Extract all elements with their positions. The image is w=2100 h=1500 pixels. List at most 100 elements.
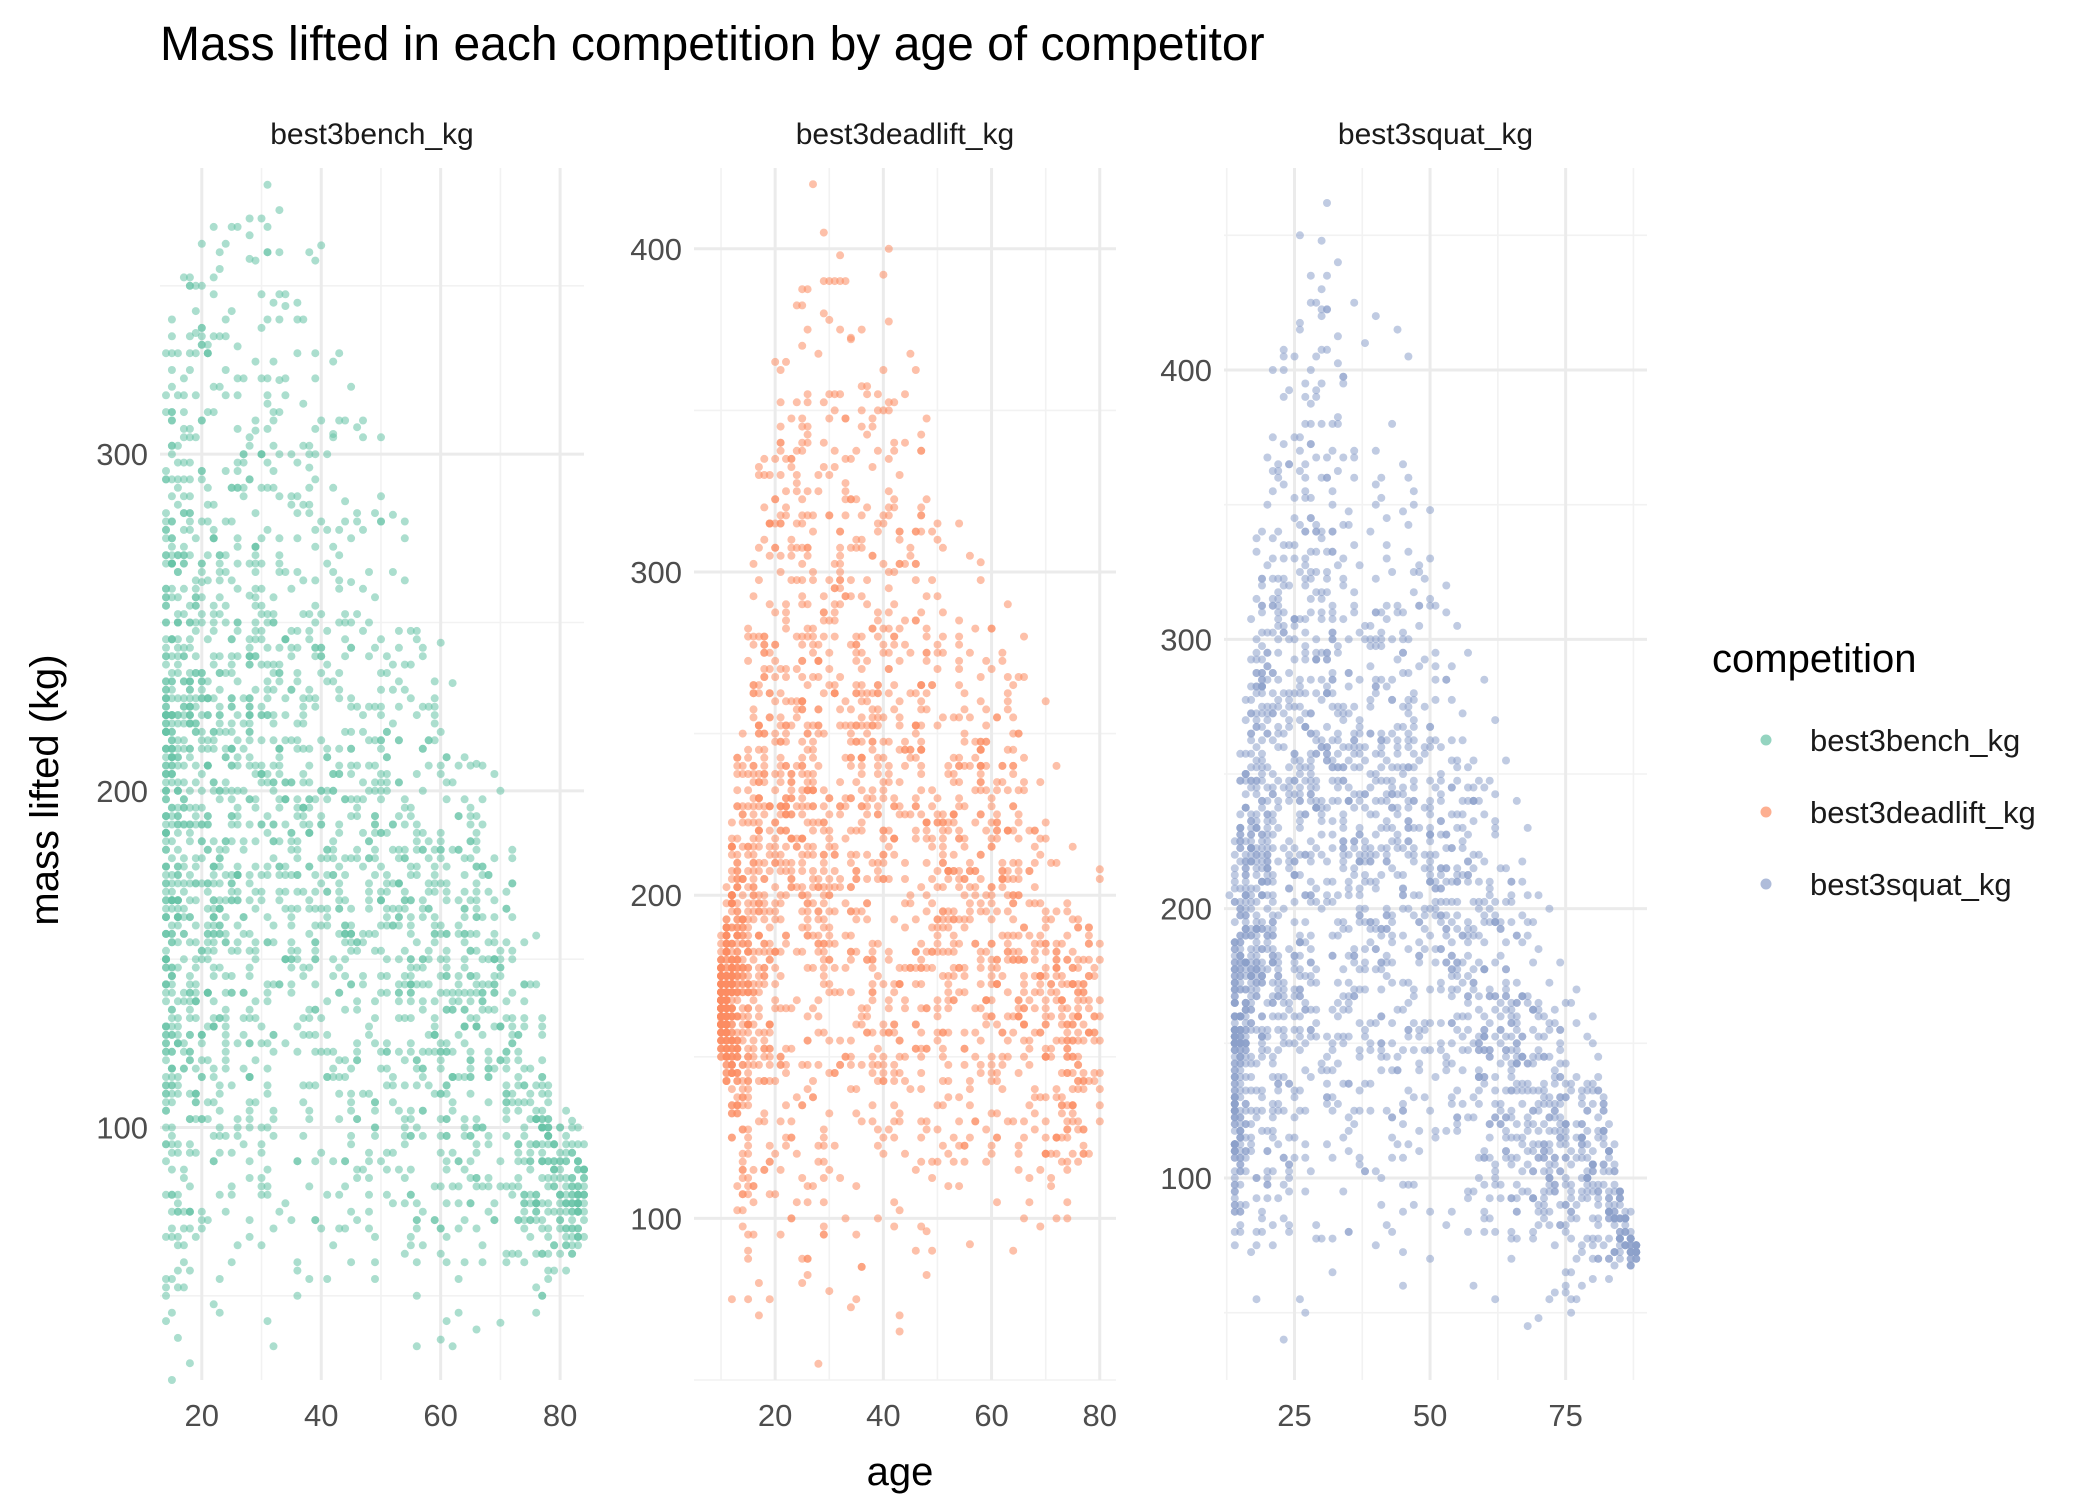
data-point bbox=[460, 1005, 469, 1014]
data-point bbox=[490, 980, 499, 989]
data-point bbox=[1041, 915, 1050, 924]
data-point bbox=[275, 559, 284, 568]
data-point bbox=[448, 1005, 457, 1014]
data-point bbox=[263, 315, 272, 324]
data-point bbox=[329, 430, 338, 438]
data-point bbox=[987, 972, 996, 980]
data-point bbox=[879, 834, 888, 843]
data-point bbox=[388, 660, 397, 669]
data-point bbox=[472, 1224, 481, 1233]
data-point bbox=[733, 761, 742, 770]
data-point bbox=[167, 963, 176, 972]
data-point bbox=[911, 721, 920, 730]
data-point bbox=[884, 454, 893, 463]
data-point bbox=[792, 665, 801, 673]
data-point bbox=[203, 711, 212, 720]
data-point bbox=[776, 471, 785, 479]
data-point bbox=[221, 1005, 230, 1014]
data-point bbox=[884, 1004, 893, 1013]
data-point bbox=[215, 879, 224, 888]
data-point bbox=[263, 1089, 272, 1098]
data-point bbox=[508, 946, 517, 955]
data-point bbox=[293, 803, 302, 812]
data-point bbox=[895, 656, 904, 665]
data-point bbox=[928, 842, 937, 851]
data-point bbox=[382, 727, 391, 736]
data-point bbox=[341, 610, 350, 619]
data-point bbox=[412, 770, 421, 778]
data-point bbox=[556, 1190, 565, 1199]
data-point bbox=[173, 475, 182, 484]
data-point bbox=[976, 1069, 985, 1077]
data-point bbox=[792, 842, 801, 851]
data-point bbox=[971, 753, 980, 762]
data-point bbox=[890, 446, 899, 455]
data-point bbox=[400, 980, 409, 989]
data-point bbox=[933, 519, 942, 528]
data-point bbox=[911, 915, 920, 924]
data-point bbox=[782, 624, 790, 633]
data-point bbox=[993, 907, 1001, 916]
data-point bbox=[727, 980, 736, 989]
data-point bbox=[167, 1275, 176, 1283]
data-point bbox=[568, 1174, 577, 1182]
data-point bbox=[787, 1214, 796, 1223]
data-point bbox=[760, 891, 769, 900]
data-point bbox=[895, 1206, 904, 1215]
data-point bbox=[556, 1249, 565, 1258]
data-point bbox=[508, 845, 517, 854]
data-point bbox=[738, 1157, 747, 1166]
data-point bbox=[917, 883, 926, 892]
data-point bbox=[965, 867, 974, 875]
data-point bbox=[733, 963, 742, 972]
data-point bbox=[917, 1004, 926, 1013]
data-point bbox=[323, 795, 332, 804]
data-point bbox=[185, 786, 194, 795]
data-point bbox=[472, 929, 481, 938]
data-point bbox=[269, 416, 278, 425]
data-point bbox=[167, 593, 176, 602]
data-point bbox=[803, 1085, 812, 1094]
data-point bbox=[245, 1098, 254, 1107]
data-point bbox=[233, 753, 242, 762]
data-point bbox=[442, 1005, 451, 1014]
data-point bbox=[311, 643, 320, 652]
data-point bbox=[371, 736, 379, 745]
data-point bbox=[162, 896, 170, 905]
data-point bbox=[323, 559, 332, 568]
data-point bbox=[209, 332, 218, 341]
data-point bbox=[846, 1036, 855, 1045]
data-point bbox=[873, 713, 882, 722]
y-tick-label: 200 bbox=[96, 774, 148, 809]
data-point bbox=[173, 828, 182, 837]
data-point bbox=[976, 745, 985, 754]
data-point bbox=[1009, 713, 1018, 722]
data-point bbox=[890, 794, 899, 803]
data-point bbox=[394, 988, 403, 997]
data-point bbox=[884, 317, 893, 326]
data-point bbox=[580, 1174, 588, 1182]
data-point bbox=[215, 727, 224, 736]
data-point bbox=[162, 812, 170, 821]
data-point bbox=[377, 862, 385, 871]
data-point bbox=[550, 1165, 559, 1174]
data-point bbox=[406, 660, 415, 669]
data-point bbox=[792, 471, 801, 479]
data-point bbox=[347, 921, 356, 930]
data-point bbox=[287, 1216, 296, 1225]
data-point bbox=[771, 883, 780, 892]
data-point bbox=[928, 923, 937, 932]
data-point bbox=[162, 1232, 170, 1241]
data-point bbox=[233, 803, 242, 812]
data-point bbox=[388, 719, 397, 728]
data-point bbox=[744, 1174, 753, 1182]
data-point bbox=[179, 820, 188, 829]
data-point bbox=[901, 390, 909, 399]
data-point bbox=[311, 576, 320, 585]
data-point bbox=[846, 761, 855, 770]
data-point bbox=[197, 786, 206, 795]
data-point bbox=[738, 1077, 747, 1085]
data-point bbox=[819, 947, 828, 956]
data-point bbox=[484, 938, 493, 947]
data-point bbox=[884, 761, 893, 770]
